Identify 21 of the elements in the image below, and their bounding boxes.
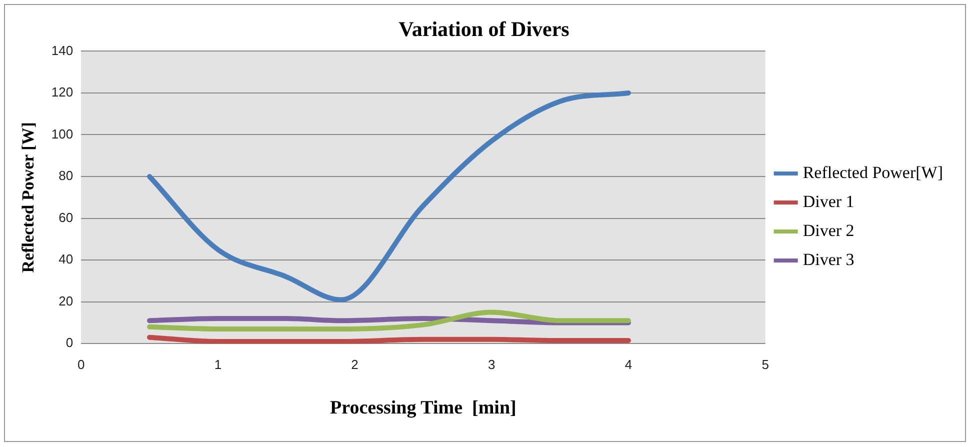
legend-label: Diver 3 — [802, 250, 854, 269]
y-tick-label: 80 — [58, 168, 74, 184]
y-tick-label: 0 — [66, 335, 74, 350]
x-tick-label: 2 — [351, 356, 358, 372]
legend-label: Diver 2 — [802, 220, 854, 240]
y-tick-label: 100 — [51, 126, 74, 142]
y-axis-title: Reflected Power [W] — [18, 122, 38, 273]
y-tick-label: 20 — [58, 293, 74, 308]
y-tick-label: 120 — [51, 84, 74, 100]
x-axis-title: Processing Time [min] — [330, 398, 516, 419]
y-tick-label: 60 — [58, 210, 74, 225]
y-tick-label: 40 — [58, 252, 74, 267]
x-tick-label: 0 — [77, 356, 85, 372]
x-tick-label: 5 — [762, 356, 769, 372]
x-tick-label: 3 — [488, 356, 496, 372]
y-tick-label: 140 — [51, 42, 74, 58]
chart-title: Variation of Divers — [398, 17, 570, 42]
legend-label: Reflected Power[W] — [802, 162, 944, 182]
x-tick-label: 1 — [214, 356, 222, 372]
legend-label: Diver 1 — [802, 192, 854, 211]
x-tick-label: 4 — [624, 356, 632, 372]
